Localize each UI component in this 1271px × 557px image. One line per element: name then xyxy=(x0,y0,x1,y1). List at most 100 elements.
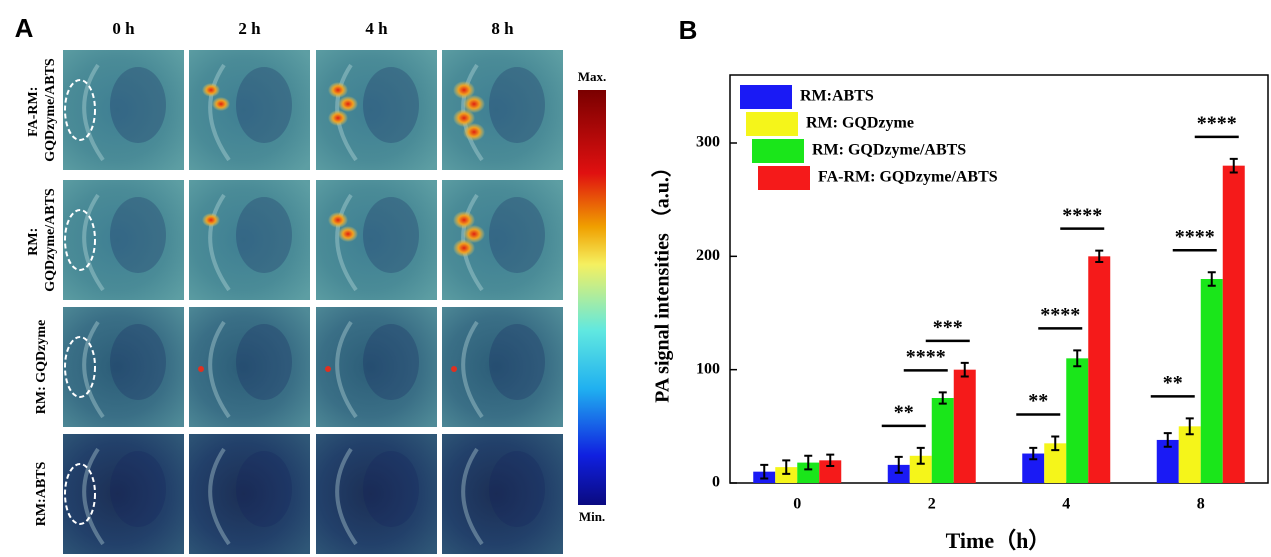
column-label: 2 h xyxy=(238,19,261,38)
column-label: 4 h xyxy=(365,19,388,38)
bar xyxy=(775,467,798,483)
dark-region xyxy=(363,67,419,143)
dark-region xyxy=(489,197,545,273)
dark-region xyxy=(110,197,166,273)
hotspot xyxy=(328,110,348,126)
pa-image xyxy=(63,434,184,554)
roi xyxy=(64,79,96,141)
bar xyxy=(909,455,932,483)
pa-image xyxy=(442,434,563,554)
error-bar xyxy=(760,463,769,480)
panel-label: A xyxy=(15,13,34,43)
pa-image xyxy=(63,307,184,427)
x-axis-title: Time（h） xyxy=(946,528,1051,553)
dark-region xyxy=(236,67,292,143)
error-bar xyxy=(1051,435,1060,452)
bar xyxy=(819,460,842,483)
tissue-edge xyxy=(208,193,231,292)
error-bar xyxy=(1029,446,1038,461)
hotspot xyxy=(463,123,485,141)
pa-image xyxy=(316,180,437,300)
legend-swatch xyxy=(758,166,810,190)
y-tick-label: 100 xyxy=(696,360,720,377)
row-label: FA-RM: GQDzyme/ABTS xyxy=(26,58,58,162)
tissue-edge xyxy=(82,193,105,292)
significance-label: ** xyxy=(894,401,914,423)
legend-swatch xyxy=(752,139,804,163)
legend-label: RM: GQDzyme xyxy=(806,115,914,132)
pa-image xyxy=(442,307,563,427)
hotspot xyxy=(463,225,485,243)
hotspot xyxy=(202,213,220,227)
tissue-edge xyxy=(208,320,231,419)
dark-region xyxy=(110,324,166,400)
tissue-edge xyxy=(82,320,105,419)
dark-region xyxy=(363,451,419,527)
significance-label: ** xyxy=(1028,390,1048,412)
significance-label: **** xyxy=(1062,204,1102,226)
tissue-edge xyxy=(461,447,484,546)
tissue-edge xyxy=(82,63,105,162)
dark-region xyxy=(489,451,545,527)
hotspot xyxy=(453,211,475,229)
hotspot xyxy=(338,96,358,112)
error-bar xyxy=(1163,432,1172,448)
significance-label: **** xyxy=(1197,112,1237,134)
pa-image xyxy=(63,180,184,300)
tissue-edge xyxy=(208,447,231,546)
hotspot xyxy=(328,82,348,98)
pa-image xyxy=(189,180,310,300)
hotspot xyxy=(202,83,220,97)
bar xyxy=(1022,453,1045,483)
bar xyxy=(1088,256,1111,483)
dark-region xyxy=(110,67,166,143)
error-bar xyxy=(894,455,903,474)
dark-region xyxy=(489,67,545,143)
dark-region xyxy=(236,324,292,400)
pa-image xyxy=(189,434,310,554)
dark-region xyxy=(110,451,166,527)
hotspot xyxy=(325,366,331,372)
error-bar xyxy=(1185,417,1194,436)
significance-label: **** xyxy=(1040,304,1080,326)
roi xyxy=(64,336,96,398)
hotspot xyxy=(453,239,475,257)
legend-label: RM:ABTS xyxy=(800,88,874,105)
x-tick-label: 8 xyxy=(1197,496,1205,513)
error-bar xyxy=(826,453,835,467)
significance-label: ** xyxy=(1163,372,1183,394)
row-label: RM: GQDzyme xyxy=(34,320,49,414)
error-bar xyxy=(1229,157,1238,174)
tissue-edge xyxy=(82,447,105,546)
bar xyxy=(1044,443,1067,483)
significance-label: **** xyxy=(1175,226,1215,248)
x-tick-label: 4 xyxy=(1062,496,1070,513)
legend-swatch xyxy=(746,112,798,136)
legend-label: FA-RM: GQDzyme/ABTS xyxy=(818,169,998,186)
error-bar xyxy=(960,361,969,378)
dark-region xyxy=(363,197,419,273)
column-label: 8 h xyxy=(491,19,514,38)
pa-image xyxy=(189,307,310,427)
error-bar xyxy=(938,391,947,405)
panel-label: B xyxy=(679,15,698,45)
error-bar xyxy=(782,459,791,475)
error-bar xyxy=(1207,271,1216,287)
roi xyxy=(64,209,96,271)
bar xyxy=(797,462,820,483)
x-tick-label: 0 xyxy=(793,496,801,513)
error-bar xyxy=(804,454,813,471)
dark-region xyxy=(489,324,545,400)
bar xyxy=(931,398,954,483)
significance-label: **** xyxy=(906,346,946,368)
y-tick-label: 300 xyxy=(696,134,720,151)
tissue-edge xyxy=(208,63,231,162)
plot-frame xyxy=(729,74,1269,484)
pa-image xyxy=(316,307,437,427)
hotspot xyxy=(451,366,457,372)
dark-region xyxy=(363,324,419,400)
bar xyxy=(1066,358,1089,483)
hotspot xyxy=(338,226,358,242)
pa-image xyxy=(189,50,310,170)
